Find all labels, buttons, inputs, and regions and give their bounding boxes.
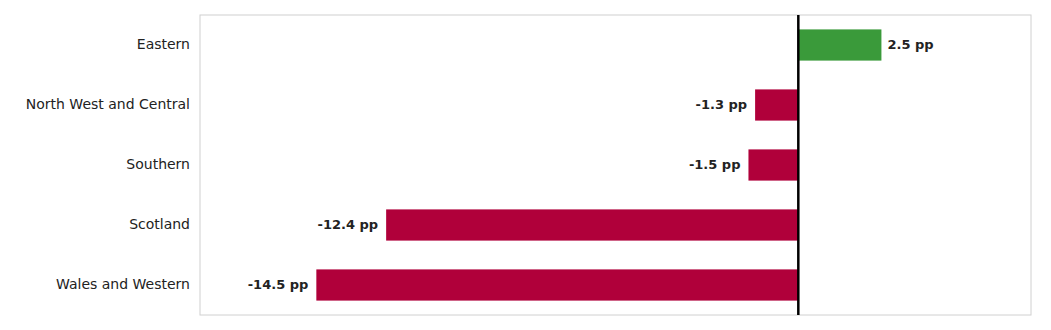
data-label: -1.3 pp [696, 97, 748, 112]
data-label: 2.5 pp [887, 37, 933, 52]
plot-frame [200, 15, 1031, 315]
data-label: -14.5 pp [248, 277, 309, 292]
data-label: -1.5 pp [689, 157, 741, 172]
chart: Eastern 2.5 pp North West and Central -1.3 … [0, 0, 1051, 330]
bar [755, 89, 798, 120]
category-label: Eastern [137, 36, 190, 52]
category-label: Wales and Western [56, 276, 190, 292]
bar [386, 209, 798, 240]
data-label: -12.4 pp [318, 217, 379, 232]
chart-container: Eastern 2.5 pp North West and Central -1.3 … [0, 0, 1051, 330]
bar [798, 29, 881, 60]
bar [316, 269, 798, 300]
baseline [797, 15, 800, 315]
bar [748, 149, 798, 180]
category-label: Southern [126, 156, 190, 172]
labels: Eastern 2.5 pp North West and Central -1.3 … [26, 36, 934, 292]
bars [316, 15, 881, 315]
category-label: North West and Central [26, 96, 190, 112]
category-label: Scotland [129, 216, 190, 232]
